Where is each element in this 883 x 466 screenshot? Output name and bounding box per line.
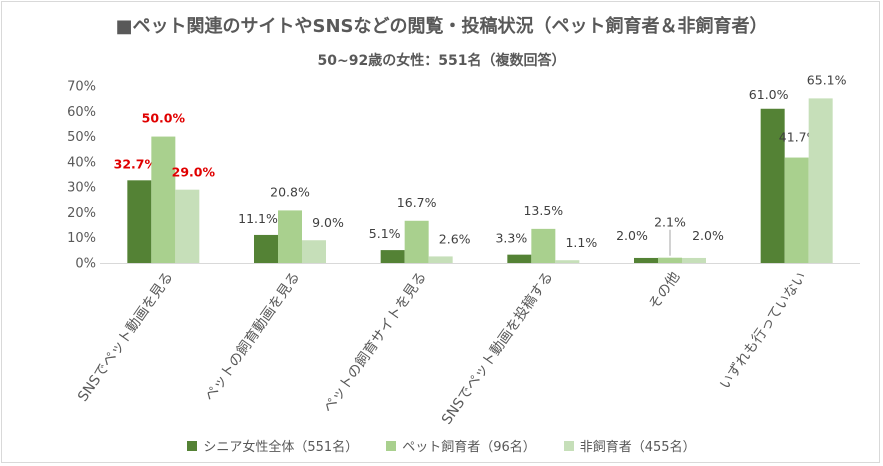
bar-2-1	[302, 240, 326, 263]
bar-0-1	[254, 234, 278, 263]
bar-1-2	[404, 220, 429, 263]
data-label: 3.3%	[495, 231, 527, 246]
legend-swatch-all	[187, 440, 198, 451]
bar-1-5	[784, 157, 809, 263]
y-tick-label: 10%	[67, 231, 96, 246]
data-label: 11.1%	[238, 211, 278, 226]
bar-0-5	[760, 108, 785, 263]
bar-0-3	[507, 254, 532, 263]
data-label: 2.1%	[654, 215, 686, 230]
y-tick-label: 70%	[67, 80, 96, 95]
bar-0-2	[380, 250, 405, 263]
x-tick-label: いずれも行っていない	[717, 269, 810, 392]
bar-2-0	[175, 189, 200, 263]
bar-1-0	[151, 136, 176, 263]
legend-swatch-owners	[386, 440, 397, 451]
bar-0-0	[127, 180, 152, 263]
chart-title: ■ペット関連のサイトやSNSなどの閲覧・投稿状況（ペット飼育者＆非飼育者）	[115, 16, 768, 37]
data-label: 2.6%	[439, 231, 471, 246]
y-tick-label: 50%	[67, 130, 96, 145]
legend-label-owners: ペット飼育者（96名）	[402, 440, 536, 455]
x-tick-label: ペットの飼育動画を見る	[202, 269, 303, 404]
data-label: 2.0%	[692, 228, 724, 243]
y-tick-label: 60%	[67, 105, 96, 120]
bar-2-3	[555, 260, 580, 263]
bar-2-4	[682, 257, 706, 263]
legend-swatch-non-owners	[563, 440, 574, 451]
x-tick-label: ペットの飼育サイトを見る	[320, 269, 429, 416]
legend-item-owners: ペット飼育者（96名）	[386, 436, 536, 455]
bar-1-3	[531, 228, 556, 263]
bar-0-4	[634, 257, 658, 263]
y-tick-label: 30%	[67, 181, 96, 196]
bar-1-1	[278, 210, 302, 263]
bar-2-5	[808, 98, 833, 263]
legend-label-all: シニア女性全体（551名）	[203, 440, 359, 455]
x-tick-label: SNSでペット動画を見る	[75, 269, 177, 405]
data-label: 20.8%	[270, 184, 310, 199]
y-tick-label: 20%	[67, 206, 96, 221]
legend-item-all: シニア女性全体（551名）	[187, 436, 358, 455]
data-label: 2.0%	[616, 228, 648, 243]
data-label: 65.1%	[807, 72, 847, 87]
data-label: 13.5%	[523, 203, 563, 218]
x-tick-label: SNSでペット動画を投稿する	[439, 269, 557, 427]
chart-legend: シニア女性全体（551名） ペット飼育者（96名） 非飼育者（455名）	[0, 436, 883, 455]
bar-2-2	[428, 256, 453, 263]
data-label: 16.7%	[397, 195, 437, 210]
data-label: 32.7%	[114, 156, 158, 171]
legend-label-non-owners: 非飼育者（455名）	[579, 440, 696, 455]
data-label: 9.0%	[312, 215, 344, 230]
y-tick-label: 40%	[67, 155, 96, 170]
x-tick-label: その他	[646, 269, 683, 313]
data-label: 29.0%	[172, 165, 216, 180]
data-label: 1.1%	[565, 235, 597, 250]
data-label: 5.1%	[369, 226, 401, 241]
data-label: 50.0%	[142, 111, 186, 126]
bar-1-4	[658, 257, 682, 263]
y-tick-label: 0%	[75, 257, 96, 272]
chart-subtitle: 50~92歳の女性：551名（複数回答）	[317, 53, 566, 69]
legend-item-non-owners: 非飼育者（455名）	[563, 436, 696, 455]
data-label: 61.0%	[749, 87, 789, 102]
